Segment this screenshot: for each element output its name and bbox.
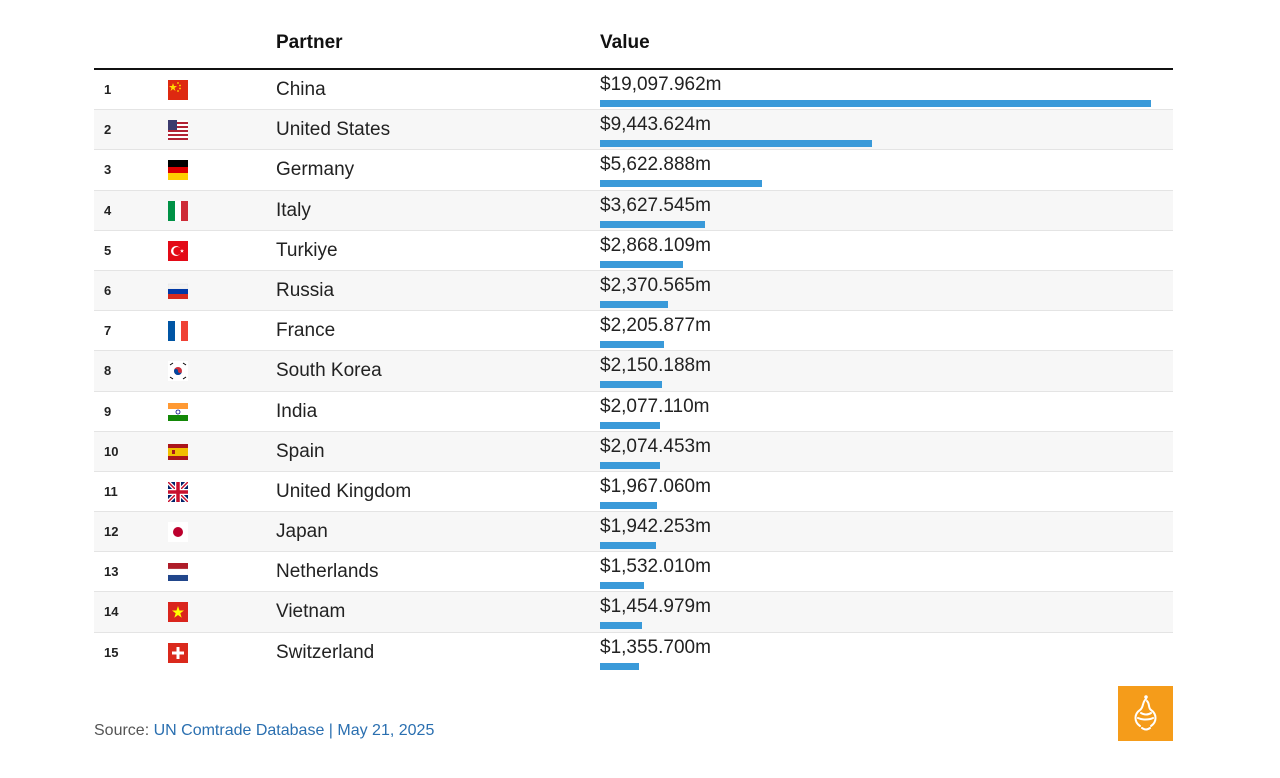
- rank-number: 1: [104, 82, 112, 97]
- table-row: 14 Vietnam $1,454.979m: [94, 592, 1173, 633]
- value-label: $2,370.565m: [600, 274, 711, 296]
- table-row: 8 South Korea $2,150.188m: [94, 351, 1173, 392]
- value-label: $5,622.888m: [600, 154, 711, 176]
- partner-name: Switzerland: [276, 641, 375, 663]
- value-bar: [600, 180, 762, 188]
- partner-name: Netherlands: [276, 561, 379, 583]
- united-states-flag-icon: [168, 120, 188, 141]
- value-bar: [600, 260, 683, 268]
- united-kingdom-flag-icon: [166, 480, 190, 504]
- table-row: 4 Italy $3,627.545m: [94, 190, 1173, 231]
- source-link[interactable]: UN Comtrade Database | May 21, 2025: [153, 722, 435, 739]
- partner-name: Vietnam: [276, 601, 346, 623]
- rank-number: 4: [104, 202, 112, 218]
- value-bar: [600, 140, 872, 148]
- rank-number: 3: [104, 162, 112, 178]
- rank-number: 15: [104, 644, 119, 660]
- rank-number: 10: [104, 443, 119, 459]
- partner-name: Russia: [276, 279, 335, 301]
- partner-name: China: [276, 79, 326, 100]
- value-bar: [600, 381, 662, 389]
- value-label: $3,627.545m: [600, 194, 711, 216]
- partner-name: France: [276, 320, 336, 342]
- rank-number: 13: [104, 564, 119, 580]
- germany-flag-icon: [168, 160, 188, 181]
- table-row: 10 Spain $2,074.453m: [94, 431, 1173, 472]
- partner-name: South Korea: [276, 360, 382, 382]
- value-bar: [600, 300, 668, 308]
- value-bar: [600, 622, 642, 630]
- table-header: Partner Value: [94, 24, 1173, 70]
- france-flag-icon: [168, 321, 188, 342]
- rank-number: 6: [104, 282, 112, 298]
- value-label: $1,355.700m: [600, 636, 711, 658]
- rank-number: 11: [104, 483, 118, 499]
- table-body: 1 China $19,097.962m 2 United States $9,443.6…: [94, 70, 1173, 672]
- value-label: $1,454.979m: [600, 596, 711, 618]
- table-row: 6 Russia $2,370.565m: [94, 270, 1173, 312]
- rank-number: 7: [104, 323, 112, 339]
- rank-number: 14: [104, 604, 119, 620]
- value-label: $1,967.060m: [600, 475, 711, 497]
- rank-number: 8: [104, 363, 112, 379]
- value-bar: [600, 421, 660, 429]
- table-row: 15 Switzerland $1,355.700m: [94, 633, 1173, 672]
- rank-number: 9: [104, 403, 112, 419]
- india-flag-icon: [168, 402, 188, 422]
- value-bar: [600, 501, 657, 509]
- table-row: 12 Japan $1,942.253m: [94, 512, 1173, 553]
- table-row: 11 United Kingdom $1,967.060m: [94, 472, 1173, 513]
- value-bar: [600, 341, 664, 349]
- partner-column-header: Partner: [276, 32, 343, 53]
- al-jazeera-logo-icon: [1118, 686, 1173, 741]
- vietnam-flag-icon: [168, 602, 188, 623]
- partner-name: Japan: [276, 521, 328, 543]
- value-bar: [600, 542, 656, 550]
- rank-number: 5: [104, 242, 112, 258]
- source-label: Source:: [94, 722, 154, 739]
- japan-flag-icon: [168, 522, 188, 543]
- partner-name: Turkiye: [276, 239, 338, 261]
- table-row: 9 India $2,077.110m: [94, 392, 1173, 432]
- value-bar: [600, 662, 639, 670]
- rank-number: 12: [104, 524, 119, 540]
- china-flag-icon: [168, 80, 188, 100]
- partner-name: Italy: [276, 199, 311, 221]
- value-bar: [600, 582, 644, 590]
- value-label: $2,150.188m: [600, 355, 711, 377]
- table-row: 13 Netherlands $1,532.010m: [94, 552, 1173, 593]
- partner-name: Spain: [276, 440, 325, 462]
- value-label: $2,205.877m: [600, 315, 711, 337]
- value-label: $9,443.624m: [600, 114, 711, 136]
- partner-name: United Kingdom: [276, 480, 412, 502]
- value-label: $2,868.109m: [600, 234, 711, 256]
- rank-number: 2: [104, 122, 112, 138]
- netherlands-flag-icon: [167, 562, 189, 582]
- value-bar: [600, 461, 660, 469]
- partner-name: Germany: [276, 159, 355, 181]
- value-label: $2,077.110m: [600, 395, 710, 417]
- value-bar: [600, 220, 705, 228]
- partner-name: United States: [276, 119, 391, 141]
- table-row: 1 China $19,097.962m: [94, 70, 1173, 111]
- value-label: $2,074.453m: [600, 435, 711, 457]
- turkiye-flag-icon: [168, 240, 188, 261]
- value-label: $19,097.962m: [600, 74, 722, 95]
- trade-partners-table: Partner Value 1 China $19,097.962m 2 United …: [94, 24, 1173, 672]
- table-row: 7 France $2,205.877m: [94, 311, 1173, 352]
- south-korea-flag-icon: [168, 361, 188, 382]
- value-bar: [600, 100, 1151, 107]
- table-row: 2 United States $9,443.624m: [94, 110, 1173, 151]
- table-row: 3 Germany $5,622.888m: [94, 150, 1173, 191]
- russia-flag-icon: [167, 281, 189, 301]
- spain-flag-icon: [168, 442, 188, 462]
- partner-name: India: [276, 400, 318, 422]
- value-label: $1,532.010m: [600, 556, 711, 578]
- source-footer: Source: UN Comtrade Database | May 21, 2…: [94, 722, 434, 740]
- value-column-header: Value: [600, 32, 650, 53]
- value-label: $1,942.253m: [600, 516, 711, 538]
- italy-flag-icon: [168, 200, 188, 221]
- table-row: 5 Turkiye $2,868.109m: [94, 231, 1173, 271]
- switzerland-flag-icon: [168, 642, 188, 663]
